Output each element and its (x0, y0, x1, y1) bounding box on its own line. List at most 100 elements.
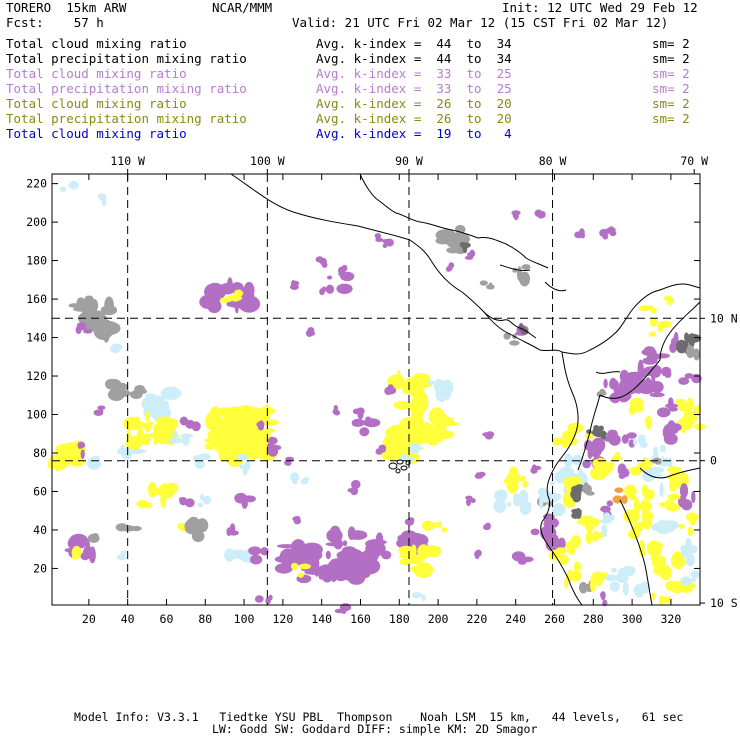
sa-precip-cell-9 (649, 365, 672, 378)
x-tick-label-300: 300 (622, 612, 643, 626)
precip-cell-48 (197, 493, 212, 508)
galapagos-island-5 (395, 468, 401, 474)
precip-cell-37 (237, 453, 251, 476)
lon-label-5: 70 W (680, 154, 708, 168)
sa-precip-cell-2 (663, 295, 675, 306)
precip-cell-16 (503, 332, 520, 346)
sa-precip-cell-30 (582, 482, 595, 496)
legend-smoothing-4: sm= 2 (652, 81, 690, 96)
precip-speck-4 (534, 209, 546, 219)
precip-cell-35 (212, 406, 257, 448)
y-tick-label-100: 100 (26, 408, 47, 422)
x-tick-label-160: 160 (350, 612, 371, 626)
x-tick-label-240: 240 (505, 612, 526, 626)
x-tick-label-100: 100 (234, 612, 255, 626)
legend-field-3: Total cloud mixing ratio (6, 66, 187, 81)
precip-cell-59 (184, 516, 209, 543)
y-tick-label-220: 220 (26, 177, 47, 191)
precip-cell-55 (71, 545, 82, 560)
precip-speck-6 (374, 233, 384, 242)
x-tick-label-320: 320 (661, 612, 682, 626)
x-tick-label-200: 200 (428, 612, 449, 626)
precip-cell-43 (117, 444, 147, 460)
sa-precip-cell-53 (590, 571, 609, 593)
precip-speck-12 (464, 249, 476, 260)
precip-speck-15 (352, 407, 365, 420)
sa-precip-cell-37 (659, 493, 681, 512)
x-tick-label-180: 180 (389, 612, 410, 626)
sa-precip-cell-3 (649, 317, 672, 337)
coastline-2 (409, 239, 563, 353)
precip-cell-47 (234, 492, 256, 509)
precip-speck-11 (445, 262, 455, 272)
precip-cell-73 (404, 517, 415, 526)
sa-precip-cell-67 (621, 432, 637, 448)
sa-precip-cell-32 (617, 463, 630, 479)
y-tick-label-160: 160 (26, 292, 47, 306)
legend-field-6: Total precipitation mixing ratio (6, 111, 247, 126)
precip-cell-20 (384, 384, 397, 396)
y-tick-label-60: 60 (33, 484, 47, 498)
coastline-7 (546, 351, 579, 497)
sa-precip-cell-57 (653, 551, 686, 581)
lon-label-4: 80 W (539, 154, 567, 168)
sa-precip-cell-54 (605, 565, 636, 596)
y-tick-label-200: 200 (26, 215, 47, 229)
axes: 20 40 60 80 100 120 140 160 180 200 220 240 260 280 30… (26, 154, 738, 626)
precip-cell-1 (59, 180, 79, 192)
sa-precip-cell-63 (571, 508, 582, 519)
precip-speck-19 (483, 522, 491, 531)
sa-precip-cell-38 (624, 484, 655, 515)
precip-cell-19 (427, 378, 454, 402)
model-info-line-2: LW: Godd SW: Goddard DIFF: simple KM: 2D… (212, 722, 538, 736)
coastline-11 (577, 394, 601, 471)
sa-precip-cell-31 (590, 458, 615, 481)
precip-cell-40 (77, 441, 86, 460)
sa-precip-cell-48 (623, 509, 654, 540)
legend-smoothing-5: sm= 2 (652, 96, 690, 111)
legend-smoothing-6: sm= 2 (652, 111, 690, 126)
model-title: TORERO 15km ARW (6, 0, 127, 15)
coastline-6 (561, 283, 701, 355)
precip-speck-24 (530, 464, 542, 474)
precip-cell-56 (87, 533, 100, 543)
precip-cell-4 (459, 241, 471, 254)
coastline-16 (595, 371, 621, 374)
legend-range-1: Avg. k-index = 44 to 34 (316, 36, 512, 51)
sa-precip-cell-25 (552, 437, 569, 449)
sa-precip-cell-6 (686, 345, 700, 361)
precip-cell-32 (168, 429, 194, 446)
precip-speck-25 (116, 550, 127, 561)
sa-precip-cell-20 (650, 444, 673, 469)
sa-precip-cell-19 (645, 415, 652, 430)
legend-smoothing-3: sm= 2 (652, 66, 690, 81)
precip-cell-11 (68, 295, 121, 343)
x-tick-label-120: 120 (272, 612, 293, 626)
precip-cell-70 (398, 544, 442, 578)
y-tick-label-120: 120 (26, 369, 47, 383)
precip-cell-6 (479, 280, 495, 290)
y-tick-label-40: 40 (33, 523, 47, 537)
precip-cell-74 (347, 479, 361, 496)
coastline-8 (540, 495, 583, 606)
lat-label-1: 10 N (710, 311, 738, 325)
x-tick-label-220: 220 (466, 612, 487, 626)
sa-precip-cell-49 (651, 520, 680, 535)
precip-cell-71 (290, 562, 311, 578)
precip-cell-51 (493, 489, 512, 514)
legend-range-4: Avg. k-index = 33 to 25 (316, 81, 512, 96)
precip-speck-16 (482, 431, 495, 440)
precip-field-layer (47, 180, 706, 614)
galapagos-island-2 (396, 459, 404, 465)
x-tick-label-60: 60 (160, 612, 174, 626)
precip-cell-45 (136, 499, 152, 509)
coastline-3 (359, 173, 479, 239)
sa-precip-cell-36 (677, 483, 696, 511)
precip-speck-9 (289, 280, 300, 290)
legend-field-1: Total cloud mixing ratio (6, 36, 187, 51)
precip-cell-65 (325, 546, 381, 585)
y-tick-label-20: 20 (33, 561, 47, 575)
lat-lon-gridlines (52, 174, 700, 605)
legend-field-2: Total precipitation mixing ratio (6, 51, 247, 66)
lon-label-2: 100 W (250, 154, 285, 168)
